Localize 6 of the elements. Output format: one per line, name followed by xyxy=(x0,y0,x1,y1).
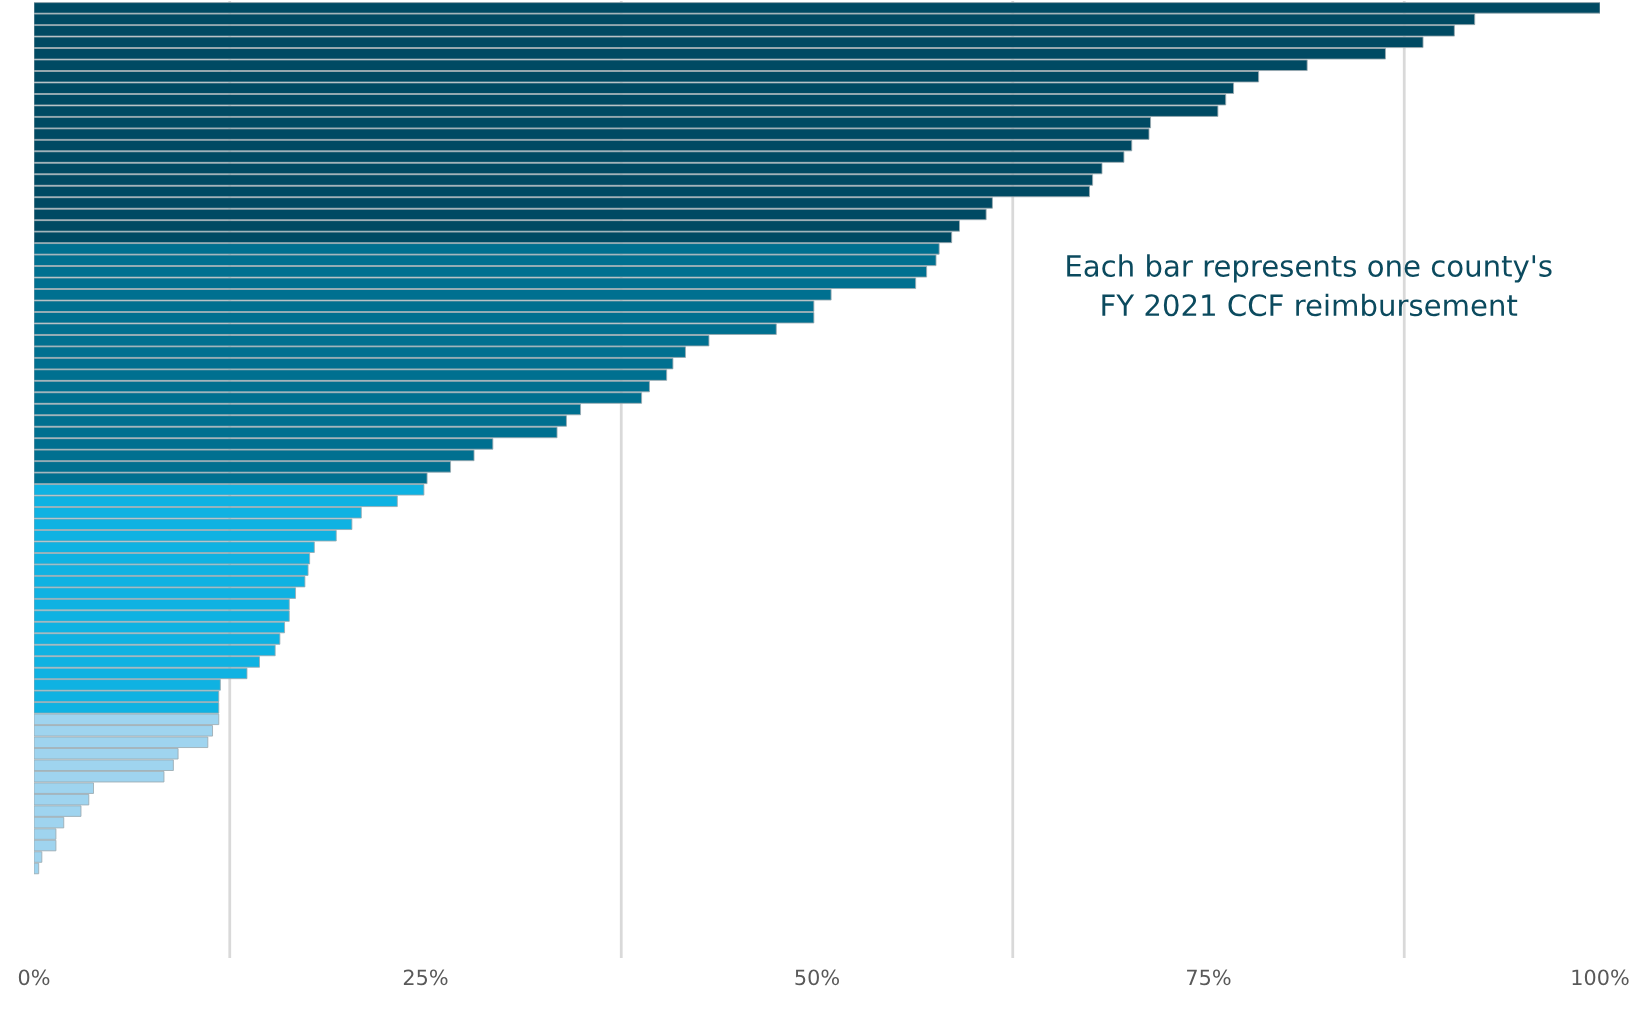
x-tick-label: 25% xyxy=(403,969,448,986)
annotation: Each bar represents one county's FY 2021 CCF reimbursement xyxy=(1067,254,1552,317)
x-tick-label: 50% xyxy=(795,969,839,986)
x-tick-label: 0% xyxy=(18,969,50,986)
x-tick-label: 75% xyxy=(1187,969,1231,986)
x-tick-label: 100% xyxy=(1572,969,1629,986)
